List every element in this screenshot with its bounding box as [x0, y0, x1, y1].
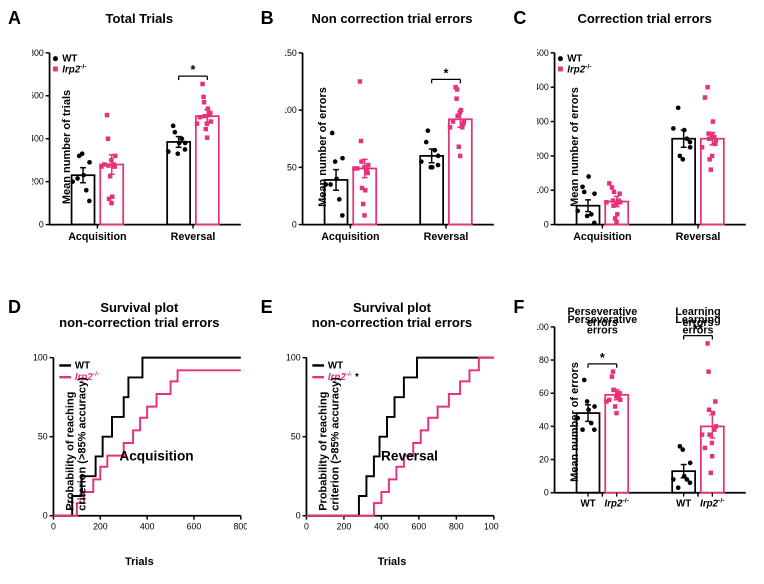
panel-a-title: Total Trials	[32, 12, 247, 27]
panel-c-chart: Mean number of errors 0 100 200 300 400 500 Ac…	[537, 29, 752, 266]
svg-text:Irp2-/-: Irp2-/-	[605, 497, 629, 509]
svg-text:Acquisition: Acquisition	[68, 231, 126, 243]
panel-a: A Total Trials Mean number of trials 0 20…	[8, 8, 251, 287]
svg-text:800: 800	[32, 48, 44, 58]
svg-text:0: 0	[295, 511, 300, 521]
panel-b: B Non correction trial errors Mean numbe…	[261, 8, 504, 287]
svg-text:Irp2-/-: Irp2-/-	[62, 63, 86, 75]
panel-a-ylabel: Mean number of trials	[61, 90, 73, 204]
svg-text:errors: errors	[683, 325, 714, 337]
svg-text:Reversal: Reversal	[381, 448, 438, 463]
svg-text:100: 100	[286, 352, 301, 362]
svg-text:200: 200	[32, 177, 44, 187]
svg-text:0: 0	[304, 521, 309, 531]
svg-text:*: *	[191, 63, 196, 77]
panel-d-chart: Probability of reaching criterion (>85% …	[32, 333, 247, 556]
svg-text:WT: WT	[581, 498, 596, 509]
svg-text:400: 400	[32, 134, 44, 144]
panel-letter-e: E	[261, 297, 273, 318]
panel-b-chart: Mean number of errors 0 50 100 150 Acquisiti…	[285, 29, 500, 266]
svg-text:200: 200	[336, 521, 351, 531]
panel-d-xlabel: Trials	[32, 556, 247, 568]
svg-text:WT: WT	[62, 54, 77, 65]
svg-text:100: 100	[537, 185, 549, 195]
panel-e-chart: Probability of reaching criterion (>85% …	[285, 333, 500, 556]
svg-text:Reversal: Reversal	[676, 231, 721, 243]
svg-text:800: 800	[233, 521, 246, 531]
panel-letter-f: F	[513, 297, 524, 318]
svg-text:500: 500	[537, 48, 549, 58]
svg-text:WT: WT	[328, 360, 343, 371]
panel-e-xlabel: Trials	[285, 556, 500, 568]
panel-c-ylabel: Mean number of errors	[569, 88, 581, 208]
panel-b-ylabel: Mean number of errors	[317, 88, 329, 208]
svg-text:50: 50	[291, 431, 301, 441]
svg-text:Acquisition: Acquisition	[574, 231, 632, 243]
panel-f-ylabel: Mean number of errors	[569, 362, 581, 482]
panel-f-chart: Mean number of errors 020406080100***Per…	[537, 303, 752, 540]
panel-c-title: Correction trial errors	[537, 12, 752, 27]
svg-text:Acquisition: Acquisition	[321, 231, 379, 243]
svg-text:Reversal: Reversal	[423, 231, 468, 243]
svg-text:400: 400	[374, 521, 389, 531]
svg-text:0: 0	[291, 219, 296, 229]
svg-text:WT: WT	[568, 54, 583, 65]
svg-text:1000: 1000	[484, 521, 500, 531]
svg-text:200: 200	[93, 521, 108, 531]
svg-text:600: 600	[411, 521, 426, 531]
svg-text:400: 400	[537, 82, 549, 92]
svg-text:Reversal: Reversal	[171, 231, 216, 243]
panel-b-title: Non correction trial errors	[285, 12, 500, 27]
svg-text:300: 300	[537, 116, 549, 126]
svg-text:60: 60	[539, 388, 549, 398]
svg-text:50: 50	[287, 162, 297, 172]
svg-text:Acquisition: Acquisition	[119, 448, 193, 463]
panel-letter-c: C	[513, 8, 526, 29]
svg-text:40: 40	[539, 421, 549, 431]
svg-text:150: 150	[285, 48, 297, 58]
panel-e-ylabel: Probability of reaching criterion (>85% …	[317, 378, 341, 512]
svg-text:0: 0	[51, 521, 56, 531]
svg-text:0: 0	[39, 219, 44, 229]
svg-text:*: *	[600, 351, 605, 365]
panel-letter-d: D	[8, 297, 21, 318]
panel-f: F Mean number of errors 020406080100***P…	[513, 297, 756, 576]
svg-text:200: 200	[537, 151, 549, 161]
panel-a-chart: Mean number of trials 0 200 400 600 800 Acqui…	[32, 29, 247, 266]
svg-text:Irp2-/-: Irp2-/-	[701, 497, 725, 509]
svg-text:600: 600	[187, 521, 202, 531]
svg-text:errors: errors	[587, 325, 618, 337]
panel-c: C Correction trial errors Mean number of…	[513, 8, 756, 287]
panel-d-title: Survival plot non-correction trial error…	[32, 301, 247, 331]
svg-text:600: 600	[32, 91, 44, 101]
figure-grid: A Total Trials Mean number of trials 0 20…	[8, 8, 756, 576]
panel-e: E Survival plot non-correction trial err…	[261, 297, 504, 576]
svg-text:800: 800	[449, 521, 464, 531]
svg-text:*: *	[443, 66, 448, 80]
svg-text:WT: WT	[75, 360, 90, 371]
svg-text:400: 400	[140, 521, 155, 531]
svg-text:WT: WT	[676, 498, 691, 509]
panel-letter-b: B	[261, 8, 274, 29]
svg-text:50: 50	[38, 431, 48, 441]
svg-text:100: 100	[285, 105, 297, 115]
panel-d: D Survival plot non-correction trial err…	[8, 297, 251, 576]
svg-text:100: 100	[537, 322, 549, 332]
panel-d-ylabel: Probability of reaching criterion (>85% …	[65, 378, 89, 512]
panel-e-title: Survival plot non-correction trial error…	[285, 301, 500, 331]
svg-text:Irp2-/-: Irp2-/-	[568, 63, 592, 75]
svg-text:100: 100	[33, 352, 48, 362]
svg-text:80: 80	[539, 355, 549, 365]
panel-letter-a: A	[8, 8, 21, 29]
svg-text:0: 0	[43, 511, 48, 521]
svg-text:0: 0	[544, 488, 549, 498]
svg-text:0: 0	[544, 219, 549, 229]
svg-text:20: 20	[539, 454, 549, 464]
